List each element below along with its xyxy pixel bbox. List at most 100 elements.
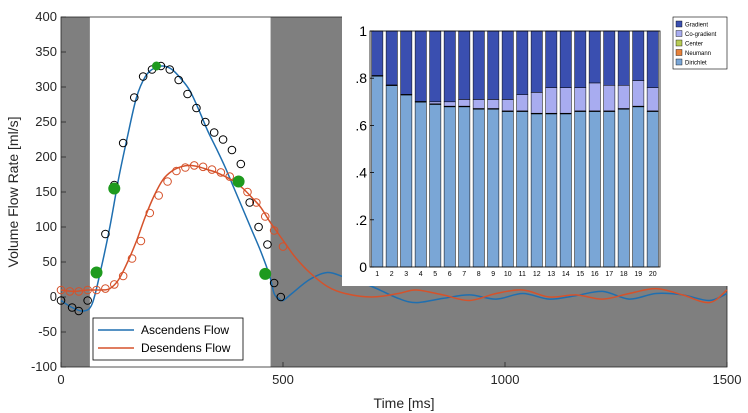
ascendens-sample-point bbox=[118, 138, 128, 148]
x-tick-label: 0 bbox=[57, 372, 64, 387]
inset-legend-label-co-gradient: Co-gradient bbox=[685, 32, 717, 38]
legend-label-desendens: Desendens Flow bbox=[141, 341, 231, 355]
bar-gradient-14 bbox=[559, 30, 572, 88]
bar-co-gradient-10 bbox=[501, 99, 514, 112]
inset-legend-label-neumann: Neumann bbox=[685, 51, 711, 57]
inset-x-tick-label: 2 bbox=[390, 271, 394, 278]
ascendens-sample-point bbox=[263, 240, 272, 249]
bar-gradient-18 bbox=[617, 30, 630, 86]
desendens-sample-point bbox=[136, 236, 146, 246]
bar-dirichlet-19 bbox=[632, 106, 645, 268]
x-tick-label: 500 bbox=[272, 372, 294, 387]
desendens-sample-point bbox=[83, 285, 92, 295]
inset-x-tick-label: 13 bbox=[547, 271, 555, 278]
bar-gradient-8 bbox=[472, 30, 485, 100]
bar-co-gradient-13 bbox=[545, 87, 558, 114]
inset-legend-swatch-center bbox=[675, 39, 683, 47]
bar-dirichlet-3 bbox=[400, 94, 413, 268]
bar-gradient-11 bbox=[516, 30, 529, 95]
desendens-sample-point bbox=[145, 208, 155, 218]
ascendens-sample-point bbox=[174, 75, 183, 85]
bar-gradient-7 bbox=[458, 30, 471, 100]
inset-x-tick-label: 6 bbox=[448, 271, 452, 278]
desendens-sample-point bbox=[154, 191, 163, 200]
desendens-sample-point bbox=[109, 280, 119, 289]
y-tick-label: 50 bbox=[43, 254, 57, 269]
bar-co-gradient-15 bbox=[574, 87, 587, 112]
inset-x-tick-label: 16 bbox=[591, 271, 599, 278]
desendens-sample-point bbox=[260, 212, 270, 221]
desendens-sample-point bbox=[74, 287, 84, 296]
ascendens-sample-point bbox=[74, 306, 84, 316]
x-tick-label: 1500 bbox=[713, 372, 742, 387]
inset-x-tick-label: 14 bbox=[562, 271, 570, 278]
inset-x-tick-label: 12 bbox=[533, 271, 541, 278]
bar-co-gradient-14 bbox=[559, 87, 572, 114]
bar-gradient-5 bbox=[429, 30, 442, 103]
bar-gradient-20 bbox=[646, 30, 659, 88]
desendens-sample-point bbox=[252, 198, 261, 207]
inset-x-tick-label: 5 bbox=[433, 271, 437, 278]
y-tick-label: -50 bbox=[38, 324, 57, 339]
desendens-sample-point bbox=[216, 168, 226, 177]
ascendens-sample-point bbox=[183, 89, 192, 99]
series-line-ascendens bbox=[60, 65, 728, 312]
bar-gradient-6 bbox=[443, 30, 456, 103]
inset-x-tick-label: 20 bbox=[649, 271, 657, 278]
inset-x-tick-label: 15 bbox=[576, 271, 584, 278]
desendens-sample-point bbox=[172, 166, 181, 176]
inset-x-tick-label: 8 bbox=[477, 271, 481, 278]
inset-y-tick-label: .2 bbox=[355, 212, 367, 228]
bar-gradient-10 bbox=[501, 30, 514, 100]
inset-legend-swatch-dirichlet bbox=[675, 58, 683, 66]
desendens-sample-point bbox=[127, 254, 137, 263]
desendens-sample-point bbox=[163, 177, 172, 186]
desendens-sample-point bbox=[269, 226, 279, 235]
ascendens-sample-point bbox=[129, 93, 139, 102]
y-axis-label: Volume Flow Rate [ml/s] bbox=[5, 117, 21, 268]
inset-x-tick-label: 18 bbox=[620, 271, 628, 278]
bar-dirichlet-11 bbox=[516, 110, 529, 268]
inset-x-tick-label: 10 bbox=[504, 271, 512, 278]
x-tick-label: 1000 bbox=[491, 372, 520, 387]
inset-x-tick-label: 4 bbox=[419, 271, 423, 278]
y-tick-label: 400 bbox=[35, 9, 57, 24]
ascendens-sample-point bbox=[218, 135, 228, 144]
bar-gradient-15 bbox=[574, 30, 587, 88]
inset-tick-labels: 0.2.4.6.811 2 3 4 5 6 7 8 9 10 11 12 13 14 15 16 17 18 19 2… bbox=[355, 23, 656, 278]
bar-dirichlet-6 bbox=[443, 106, 456, 268]
bar-dirichlet-1 bbox=[371, 75, 384, 268]
desendens-sample-point bbox=[278, 242, 288, 251]
bar-dirichlet-14 bbox=[559, 113, 572, 268]
green-marker-point bbox=[232, 175, 245, 188]
inset-legend-swatch-co-gradient bbox=[675, 30, 683, 37]
bar-dirichlet-12 bbox=[530, 113, 543, 268]
y-tick-label: 100 bbox=[35, 219, 57, 234]
desendens-sample-point bbox=[198, 162, 208, 172]
bar-co-gradient-18 bbox=[617, 85, 630, 110]
bar-dirichlet-7 bbox=[458, 106, 471, 268]
desendens-sample-point bbox=[92, 285, 101, 295]
green-marker-point bbox=[151, 61, 161, 71]
bar-co-gradient-16 bbox=[588, 82, 601, 112]
inset-x-tick-label: 19 bbox=[634, 271, 642, 278]
bar-dirichlet-8 bbox=[472, 108, 485, 268]
ascendens-sample-point bbox=[236, 159, 246, 169]
inset-y-tick-label: .4 bbox=[355, 165, 367, 181]
bar-gradient-16 bbox=[588, 30, 601, 84]
desendens-sample-point bbox=[118, 271, 128, 281]
inset-y-tick-label: .8 bbox=[355, 70, 367, 86]
bar-dirichlet-18 bbox=[617, 108, 630, 268]
ascendens-sample-point bbox=[276, 292, 286, 302]
inset-bars bbox=[371, 30, 659, 268]
inset-x-tick-label: 3 bbox=[404, 271, 408, 278]
bar-co-gradient-9 bbox=[487, 99, 500, 110]
bar-dirichlet-16 bbox=[588, 110, 601, 268]
inset-legend-swatch-neumann bbox=[675, 49, 683, 56]
ascendens-sample-point bbox=[56, 296, 66, 305]
desendens-sample-point bbox=[181, 163, 190, 172]
green-marker-point bbox=[90, 266, 103, 279]
inset-chart: 0.2.4.6.811 2 3 4 5 6 7 8 9 10 11 12 13 14 15 16 17 18 19 2… bbox=[342, 14, 728, 286]
